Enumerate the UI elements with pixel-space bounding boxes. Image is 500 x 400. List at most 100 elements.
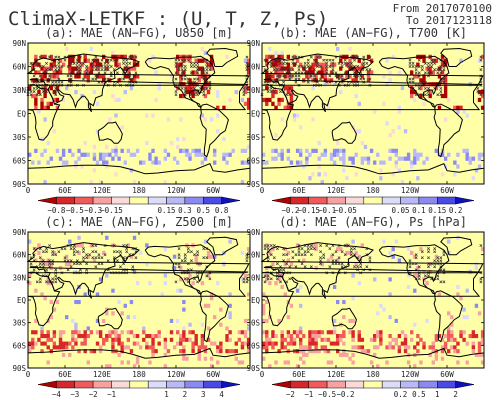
lat-tick-label: EQ — [251, 110, 261, 119]
lon-tick-label: 0 — [26, 370, 31, 379]
lat-tick-label: 30S — [12, 133, 26, 142]
colorbar-label: 3 — [201, 390, 206, 399]
colorbar-label: −0.15 — [100, 206, 123, 215]
panel-title: (a): MAE (AN−FG), U850 [m] — [45, 26, 233, 40]
lat-tick-label: 90S — [12, 364, 26, 373]
lat-tick-label: 30S — [246, 319, 260, 328]
lat-tick-label: 60N — [246, 251, 260, 260]
coastline — [26, 236, 251, 359]
lat-tick-label: 60S — [12, 341, 26, 350]
colorbar-label: 4 — [219, 390, 224, 399]
lat-tick-label: 30N — [246, 86, 260, 95]
colorbar-swatch — [147, 380, 167, 389]
lon-tick-label: 60W — [206, 370, 220, 379]
colorbar-swatch — [345, 380, 365, 389]
lat-tick-label: 30S — [246, 133, 260, 142]
colorbar-swatch — [92, 196, 112, 205]
colorbar-swatch — [271, 380, 291, 389]
lat-tick-label: 90N — [12, 39, 26, 48]
colorbar-swatch — [418, 380, 438, 389]
colorbar-label: 0.2 — [449, 206, 463, 215]
figure-title: ClimaX-LETKF : (U, T, Z, Ps) — [8, 8, 328, 30]
colorbar-swatch — [400, 380, 420, 389]
lon-tick-label: 0 — [260, 186, 265, 195]
colorbar-swatch — [166, 380, 186, 389]
colorbar-label: 0.5 — [412, 390, 426, 399]
colorbar-label: −1 — [107, 390, 116, 399]
lat-tick-label: 60S — [246, 341, 260, 350]
lat-tick-label: EQ — [251, 296, 261, 305]
colorbar-swatch — [381, 196, 401, 205]
date-to: To 2017123118 — [406, 14, 492, 27]
colorbar-label: −4 — [52, 390, 62, 399]
colorbar-swatch — [129, 380, 149, 389]
significance-marks — [26, 244, 249, 284]
colorbar-label: 1 — [164, 390, 169, 399]
colorbar-label: −0.2 — [336, 390, 354, 399]
lon-tick-label: 180 — [366, 370, 380, 379]
colorbar-swatch — [363, 380, 383, 389]
lat-tick-label: 90N — [12, 228, 26, 237]
colorbar-swatch — [437, 196, 456, 205]
colorbar-swatch — [37, 380, 57, 389]
colorbar-label: 0.1 — [412, 206, 426, 215]
lat-tick-label: EQ — [17, 296, 27, 305]
colorbar-swatch — [203, 196, 222, 205]
colorbar-label: 0.5 — [196, 206, 210, 215]
lat-tick-label: 30N — [246, 273, 260, 282]
map-panel-1: (a): MAE (AN−FG), U850 [m] 90N 60N 30N EQ 30S… — [12, 26, 251, 215]
lon-tick-label: 60E — [58, 370, 72, 379]
coastline — [26, 47, 251, 175]
colorbar-label: 1 — [435, 390, 440, 399]
colorbar-label: −0.5 — [318, 390, 336, 399]
lon-tick-label: 180 — [132, 186, 146, 195]
colorbar-label: −0.3 — [84, 206, 102, 215]
colorbar-label: −0.05 — [334, 206, 357, 215]
colorbar-swatch — [418, 196, 438, 205]
lon-tick-label: 60W — [440, 186, 454, 195]
colorbar-swatch — [74, 196, 94, 205]
colorbar: −2 −1 −0.5 −0.2 0.2 0.5 1 2 — [271, 380, 475, 399]
lat-tick-label: 60N — [12, 63, 26, 72]
colorbar-label: −0.2 — [281, 206, 299, 215]
colorbar-swatch — [455, 380, 475, 389]
colorbar-swatch — [455, 196, 475, 205]
colorbar-swatch — [184, 380, 204, 389]
lon-tick-label: 60E — [292, 186, 306, 195]
colorbar-swatch — [326, 380, 346, 389]
panel-title: (d): MAE (AN−FG), Ps [hPa] — [279, 215, 467, 229]
colorbar-swatch — [271, 196, 291, 205]
lat-tick-label: 90N — [246, 228, 260, 237]
colorbar-swatch — [308, 380, 328, 389]
lon-tick-label: 120W — [401, 186, 420, 195]
lon-tick-label: 120W — [401, 370, 420, 379]
map-panel-3: (c): MAE (AN−FG), Z500 [m] 90N 60N 30N EQ 30S… — [12, 215, 251, 399]
lon-tick-label: 60W — [440, 370, 454, 379]
lat-tick-label: 30S — [12, 319, 26, 328]
colorbar-label: −2 — [286, 390, 295, 399]
lat-tick-label: 60N — [12, 251, 26, 260]
colorbar-swatch — [437, 380, 456, 389]
colorbar-label: 2 — [183, 390, 188, 399]
colorbar-swatch — [74, 380, 94, 389]
mae-cells — [28, 46, 251, 185]
colorbar-label: 0.05 — [392, 206, 410, 215]
lon-tick-label: 180 — [132, 370, 146, 379]
lon-tick-label: 120W — [167, 186, 186, 195]
colorbar-label: −2 — [89, 390, 98, 399]
colorbar-swatch — [400, 196, 420, 205]
colorbar: −4 −3 −2 −1 1 2 3 4 — [37, 380, 241, 399]
lon-tick-label: 120W — [167, 370, 186, 379]
colorbar-label: 0.2 — [394, 390, 408, 399]
colorbar-swatch — [92, 380, 112, 389]
lat-tick-label: 30N — [12, 273, 26, 282]
colorbar-swatch — [203, 380, 222, 389]
lat-tick-label: 90S — [12, 180, 26, 189]
panel-title: (c): MAE (AN−FG), Z500 [m] — [45, 215, 233, 229]
mae-cells — [262, 235, 485, 369]
lon-tick-label: 0 — [260, 370, 265, 379]
colorbar-label: −1 — [304, 390, 313, 399]
colorbar-label: 0.15 — [158, 206, 176, 215]
lat-tick-label: 90S — [246, 364, 260, 373]
mae-cells — [28, 235, 251, 369]
